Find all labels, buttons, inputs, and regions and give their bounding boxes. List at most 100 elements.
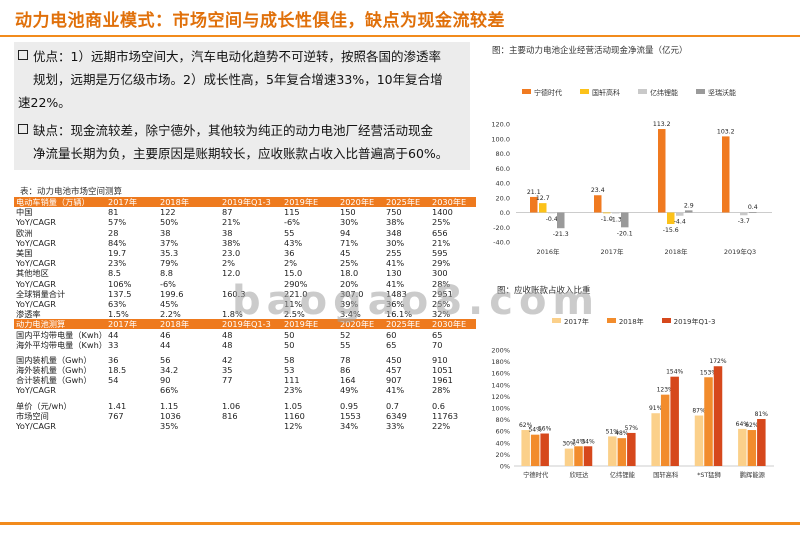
bar xyxy=(540,433,549,466)
y-tick-label: 180% xyxy=(491,358,510,366)
table-cell: 23% xyxy=(284,385,303,396)
table-cell: 2019年Q1-3 xyxy=(220,319,282,330)
bar xyxy=(574,446,583,466)
row-label: 海外平均带电量（Kwh） xyxy=(16,339,106,350)
y-tick-label: 80% xyxy=(496,416,510,424)
bar xyxy=(530,196,538,213)
data-label: -3.7 xyxy=(738,218,750,225)
table-cell: 30% xyxy=(386,237,405,248)
table-row: 海外平均带电量（Kwh） 33 44 48 50 55 65 70 xyxy=(14,340,476,350)
table-cell: 70 xyxy=(432,339,443,350)
table-cell: 32% xyxy=(432,309,451,320)
table-cell: 84% xyxy=(108,237,127,248)
table-cell: 907 xyxy=(386,375,402,386)
cons-paragraph: 缺点：现金流较差，除宁德外，其他较为纯正的动力电池厂经营活动现金 净流量长期为负… xyxy=(18,119,464,165)
table-cell: 87 xyxy=(222,207,233,218)
table-caption: 表：动力电池市场空间测算 xyxy=(20,187,123,197)
legend-item: 2018年 xyxy=(606,317,644,327)
table-cell: 8.8 xyxy=(160,268,174,279)
table-row: 合计装机量（Gwh） 54 90 77 111 164 907 1961 xyxy=(14,375,476,385)
row-label: 动力电池测算 xyxy=(14,319,106,330)
table-cell: 63% xyxy=(108,298,127,309)
data-label: -15.6 xyxy=(663,227,679,234)
table-cell: 1961 xyxy=(432,375,453,386)
table-cell: 25% xyxy=(340,258,359,269)
row-label: 其他地区 xyxy=(16,268,49,279)
bar xyxy=(670,376,679,466)
bar xyxy=(694,415,704,466)
table-row: 其他地区 8.5 8.8 12.0 15.0 18.0 130 300 xyxy=(14,268,476,278)
row-label: 美国 xyxy=(16,248,33,259)
row-label: 全球销量合计 xyxy=(16,288,66,299)
table-cell: 18.5 xyxy=(108,365,127,376)
table-row: 全球销量合计 137.5 199.6 160.3 221.0 307.0 1483 2951 xyxy=(14,289,476,299)
x-tick-label: 2016年 xyxy=(536,247,560,256)
table-cell: 33 xyxy=(108,339,119,350)
bar xyxy=(583,446,593,466)
legend-label: 国轩高科 xyxy=(592,89,620,97)
table-cell: 36 xyxy=(284,248,295,259)
table-cell: 79% xyxy=(160,258,179,269)
table-cell: 1.15 xyxy=(160,400,179,411)
table-cell: 28% xyxy=(432,278,451,289)
footer-rule xyxy=(0,522,800,525)
bullet-square-icon xyxy=(18,124,28,134)
table-cell: 160.3 xyxy=(222,288,246,299)
pros-paragraph: 优点：1）远期市场空间大，汽车电动化趋势不可逆转，按照各国的渗透率 规划，远期是… xyxy=(18,45,464,114)
table-cell: 39% xyxy=(340,298,359,309)
table-cell: 52 xyxy=(340,329,351,340)
table-cell: 2017年 xyxy=(106,319,158,330)
cons-line-1: 缺点：现金流较差，除宁德外，其他较为纯正的动力电池厂经营活动现金 xyxy=(33,123,434,138)
table-cell: 1400 xyxy=(432,207,453,218)
table-cell: 54 xyxy=(108,375,119,386)
table-cell: 199.6 xyxy=(160,288,184,299)
table-row: 国内装机量（Gwh） 36 56 42 58 78 450 910 xyxy=(14,355,476,365)
table-row: YoY/CAGR 23% 79% 2% 2% 25% 41% 29% xyxy=(14,258,476,268)
table-cell: 28 xyxy=(108,227,119,238)
table-cell: 78 xyxy=(340,354,351,365)
table-cell: 86 xyxy=(340,365,351,376)
table-cell: 115 xyxy=(284,207,300,218)
x-tick-label: 鹏辉能源 xyxy=(740,470,766,479)
bar xyxy=(749,212,757,214)
table-cell: 457 xyxy=(386,365,402,376)
cons-line-2: 净流量长期为负，主要原因是账期较长，应收账款占收入比普遍高于60%。 xyxy=(33,146,449,161)
data-label: 30% xyxy=(562,441,576,448)
y-tick-label: 100% xyxy=(491,405,510,413)
table-cell: 38% xyxy=(386,217,405,228)
data-label: 2.9 xyxy=(684,202,694,209)
table-cell: 12.0 xyxy=(222,268,241,279)
table-cell: 1.5% xyxy=(108,309,129,320)
row-label: 欧洲 xyxy=(16,227,33,238)
row-label: YoY/CAGR xyxy=(16,298,56,309)
data-label: 48% xyxy=(615,430,629,437)
y-tick-label: 200% xyxy=(491,347,510,355)
table-cell: 43% xyxy=(284,237,303,248)
table-cell: 2018年 xyxy=(158,319,220,330)
data-label: 87% xyxy=(692,408,706,415)
y-tick-label: 120% xyxy=(491,393,510,401)
table-cell: 42 xyxy=(222,354,233,365)
table-cell: 23% xyxy=(108,258,127,269)
table-cell: 816 xyxy=(222,410,238,421)
table-cell: 2.2% xyxy=(160,309,181,320)
row-label: 合计装机量（Gwh） xyxy=(16,375,92,386)
row-label: 电动车销量（万辆） xyxy=(14,197,106,208)
table-cell: 90 xyxy=(160,375,171,386)
data-label: 91% xyxy=(649,405,663,412)
table-cell: 450 xyxy=(386,354,402,365)
table-cell: 25% xyxy=(432,217,451,228)
legend-swatch xyxy=(606,318,616,323)
table-cell: 20% xyxy=(340,278,359,289)
data-label: 62% xyxy=(745,422,759,429)
table-cell: 2019年E xyxy=(282,319,338,330)
row-label: 中国 xyxy=(16,207,33,218)
data-label: 64% xyxy=(736,421,750,428)
bar xyxy=(713,366,723,466)
data-label: 0.4 xyxy=(748,204,758,211)
table-cell: 94 xyxy=(340,227,351,238)
legend-swatch xyxy=(580,89,589,94)
table-cell: -6% xyxy=(160,278,176,289)
row-label: YoY/CAGR xyxy=(16,258,56,269)
pros-line-3: 速22%。 xyxy=(18,95,71,110)
